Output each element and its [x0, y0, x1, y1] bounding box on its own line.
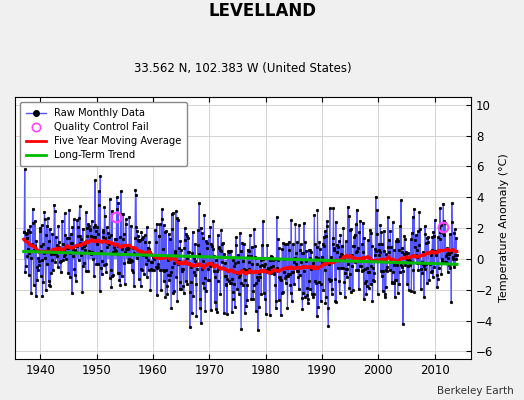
- Legend: Raw Monthly Data, Quality Control Fail, Five Year Moving Average, Long-Term Tren: Raw Monthly Data, Quality Control Fail, …: [20, 102, 188, 166]
- Text: Berkeley Earth: Berkeley Earth: [437, 386, 514, 396]
- Title: 33.562 N, 102.383 W (United States): 33.562 N, 102.383 W (United States): [134, 62, 352, 75]
- Text: LEVELLAND: LEVELLAND: [208, 2, 316, 20]
- Y-axis label: Temperature Anomaly (°C): Temperature Anomaly (°C): [499, 154, 509, 302]
